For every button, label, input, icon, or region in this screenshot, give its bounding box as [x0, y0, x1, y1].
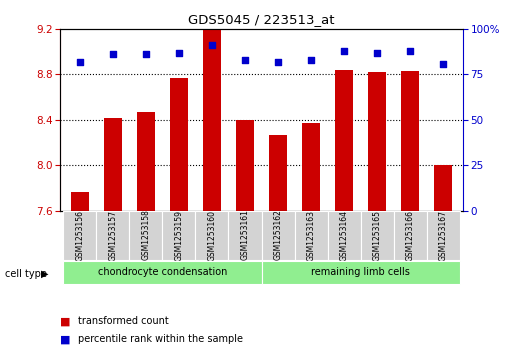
Text: GSM1253165: GSM1253165 — [372, 209, 382, 261]
Bar — [360, 211, 393, 260]
Text: percentile rank within the sample: percentile rank within the sample — [78, 334, 243, 344]
Bar — [393, 211, 427, 260]
Bar — [130, 211, 163, 260]
Text: chondrocyte condensation: chondrocyte condensation — [98, 267, 227, 277]
Title: GDS5045 / 223513_at: GDS5045 / 223513_at — [188, 13, 335, 26]
Bar — [104, 118, 122, 211]
Point — [142, 52, 150, 57]
Text: ■: ■ — [60, 334, 71, 344]
Bar — [401, 71, 419, 211]
Point — [406, 48, 414, 54]
Text: GSM1253163: GSM1253163 — [306, 209, 315, 261]
Bar — [335, 70, 353, 211]
Bar — [302, 123, 320, 211]
Text: GSM1253161: GSM1253161 — [241, 209, 249, 261]
Bar — [96, 211, 130, 260]
Bar — [203, 29, 221, 211]
Text: GSM1253162: GSM1253162 — [274, 209, 282, 261]
Bar — [236, 120, 254, 211]
Text: cell type: cell type — [5, 269, 47, 279]
Bar — [163, 211, 196, 260]
Bar — [63, 261, 262, 284]
Text: GSM1253156: GSM1253156 — [75, 209, 84, 261]
Text: transformed count: transformed count — [78, 316, 169, 326]
Bar — [262, 261, 460, 284]
Text: GSM1253167: GSM1253167 — [439, 209, 448, 261]
Point — [241, 57, 249, 63]
Point — [175, 50, 183, 56]
Bar — [434, 165, 452, 211]
Bar — [170, 78, 188, 211]
Bar — [427, 211, 460, 260]
Point — [439, 61, 447, 66]
Bar — [137, 112, 155, 211]
Bar — [294, 211, 327, 260]
Point — [274, 59, 282, 65]
Bar — [229, 211, 262, 260]
Point — [307, 57, 315, 63]
Point — [76, 59, 84, 65]
Text: GSM1253157: GSM1253157 — [108, 209, 118, 261]
Text: GSM1253164: GSM1253164 — [339, 209, 348, 261]
Bar — [63, 211, 96, 260]
Text: ■: ■ — [60, 316, 71, 326]
Bar — [368, 72, 386, 211]
Text: GSM1253166: GSM1253166 — [405, 209, 415, 261]
Text: GSM1253158: GSM1253158 — [141, 209, 151, 261]
Text: ▶: ▶ — [41, 269, 48, 279]
Text: remaining limb cells: remaining limb cells — [311, 267, 410, 277]
Bar — [196, 211, 229, 260]
Text: GSM1253160: GSM1253160 — [208, 209, 217, 261]
Point — [340, 48, 348, 54]
Point — [373, 50, 381, 56]
Point — [109, 52, 117, 57]
Bar — [269, 135, 287, 211]
Text: GSM1253159: GSM1253159 — [175, 209, 184, 261]
Bar — [71, 192, 89, 211]
Bar — [262, 211, 294, 260]
Point — [208, 42, 216, 48]
Bar — [327, 211, 360, 260]
